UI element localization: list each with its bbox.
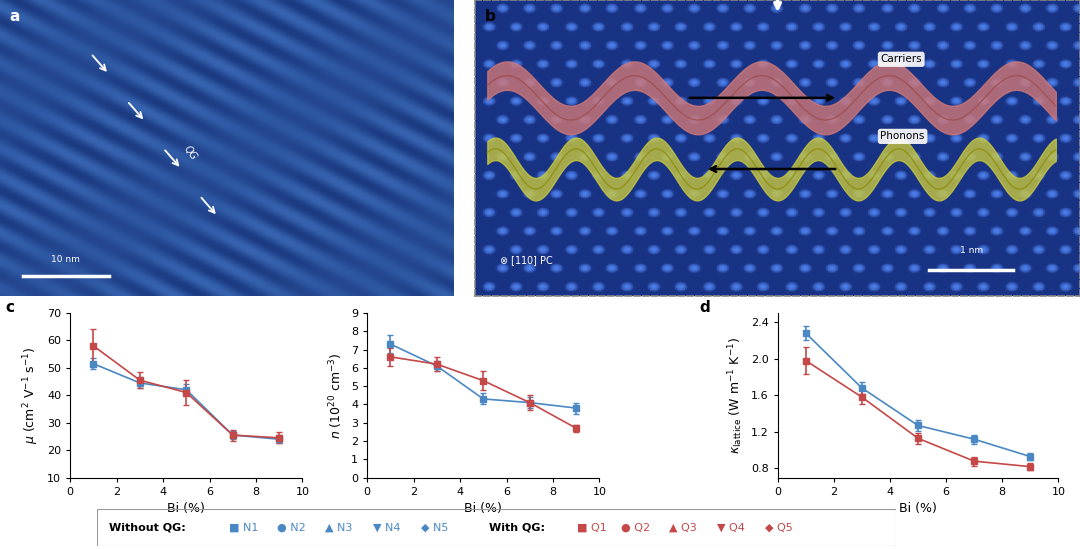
X-axis label: Bi (%): Bi (%)	[464, 502, 502, 515]
Text: c: c	[5, 300, 14, 315]
Text: QG: QG	[181, 144, 199, 162]
Text: ● N2: ● N2	[276, 523, 306, 533]
Text: a: a	[9, 9, 19, 24]
X-axis label: Bi (%): Bi (%)	[899, 502, 937, 515]
Text: ■ N1: ■ N1	[229, 523, 258, 533]
Text: Carriers: Carriers	[880, 54, 922, 64]
X-axis label: Bi (%): Bi (%)	[167, 502, 205, 515]
Text: 1 nm: 1 nm	[959, 247, 983, 255]
Text: ▼ N4: ▼ N4	[373, 523, 401, 533]
Text: ▲ Q3: ▲ Q3	[669, 523, 697, 533]
Text: 10 nm: 10 nm	[52, 255, 80, 265]
Text: $\otimes$ [110] PC: $\otimes$ [110] PC	[499, 254, 554, 268]
Text: ◆ N5: ◆ N5	[421, 523, 448, 533]
Text: b: b	[484, 9, 495, 24]
Text: ● Q2: ● Q2	[621, 523, 650, 533]
Y-axis label: $\mu$ (cm$^2$ V$^{-1}$ s$^{-1}$): $\mu$ (cm$^2$ V$^{-1}$ s$^{-1}$)	[22, 346, 41, 444]
Text: ▼ Q4: ▼ Q4	[717, 523, 744, 533]
Text: ■ Q1: ■ Q1	[577, 523, 607, 533]
Text: Phonons: Phonons	[880, 131, 924, 142]
Text: d: d	[699, 300, 710, 315]
Y-axis label: $n$ (10$^{20}$ cm$^{-3}$): $n$ (10$^{20}$ cm$^{-3}$)	[328, 352, 346, 439]
Text: With QG:: With QG:	[489, 523, 544, 533]
Text: ▲ N3: ▲ N3	[325, 523, 352, 533]
Y-axis label: $\kappa_{\rm lattice}$ (W m$^{-1}$ K$^{-1}$): $\kappa_{\rm lattice}$ (W m$^{-1}$ K$^{-…	[727, 337, 745, 454]
Text: Without QG:: Without QG:	[109, 523, 186, 533]
Text: ◆ Q5: ◆ Q5	[765, 523, 793, 533]
